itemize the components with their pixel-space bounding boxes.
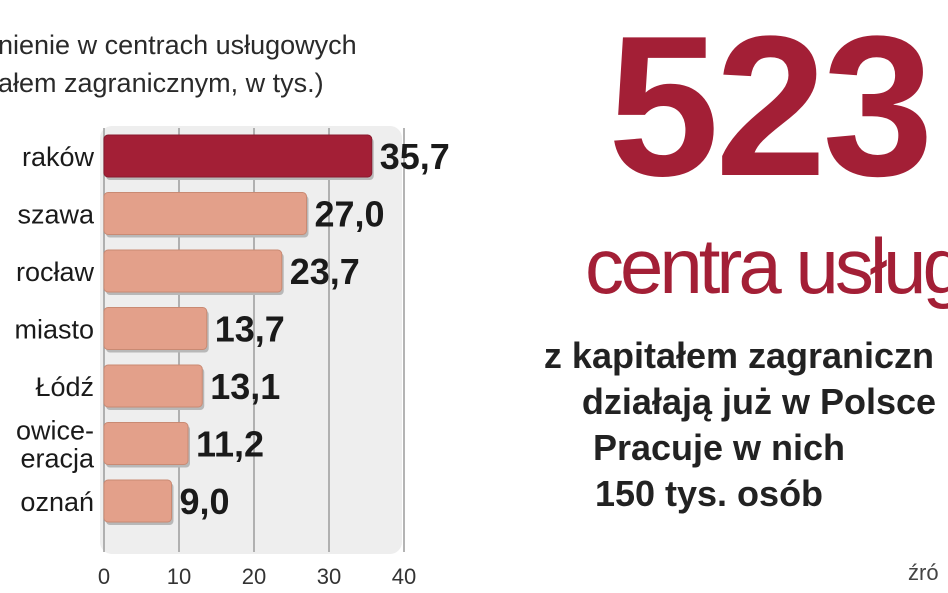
bar-value-label: 11,2	[196, 424, 264, 465]
source-label: źró	[908, 560, 939, 585]
category-label: oznań	[20, 487, 94, 517]
bar-value-label: 13,1	[210, 366, 280, 407]
headline-label: centra usług	[585, 222, 948, 310]
chart-subtitle-line-2: ałem zagranicznym, w tys.)	[0, 68, 324, 98]
chart-subtitle-line-1: nienie w centrach usługowych	[0, 30, 357, 60]
bar	[103, 249, 283, 293]
headline-number: 523	[608, 0, 934, 218]
info-line-2: działają już w Polsce	[581, 381, 937, 422]
bar-value-label: 35,7	[380, 136, 450, 177]
x-tick-label: 20	[242, 564, 266, 589]
bar-chart: 0 10 20 30 40 35,7 raków 27,0 szawa 23,7 rocław 13,…	[14, 126, 450, 589]
bar-value-label: 23,7	[290, 251, 360, 292]
bar	[103, 479, 172, 523]
bar-value-label: 13,7	[215, 309, 285, 350]
bar	[103, 307, 208, 350]
category-label: raków	[22, 142, 95, 172]
x-tick-label: 10	[167, 564, 191, 589]
category-label: owice-	[16, 416, 94, 446]
bar-value-label: 9,0	[180, 481, 230, 522]
info-line-3: Pracuje w nich	[592, 427, 846, 468]
info-line-4: 150 tys. osób	[594, 473, 824, 514]
category-label: miasto	[14, 315, 94, 345]
x-tick-label: 40	[392, 564, 416, 589]
x-tick-label: 0	[98, 564, 110, 589]
category-label: eracja	[20, 444, 95, 474]
x-tick-label: 30	[317, 564, 341, 589]
bar-value-label: 27,0	[315, 194, 385, 235]
category-label: Łódź	[35, 372, 94, 402]
info-line-1: z kapitałem zagraniczn	[543, 335, 935, 376]
chart-subtitle: nienie w centrach usługowych ałem zagran…	[0, 26, 440, 102]
bar	[103, 364, 203, 408]
bar	[103, 422, 189, 465]
category-label: rocław	[16, 257, 95, 287]
category-label: szawa	[17, 200, 95, 230]
bar	[103, 134, 373, 178]
headline-info: z kapitałem zagraniczn działają już w Po…	[530, 333, 948, 517]
bar	[103, 192, 307, 235]
